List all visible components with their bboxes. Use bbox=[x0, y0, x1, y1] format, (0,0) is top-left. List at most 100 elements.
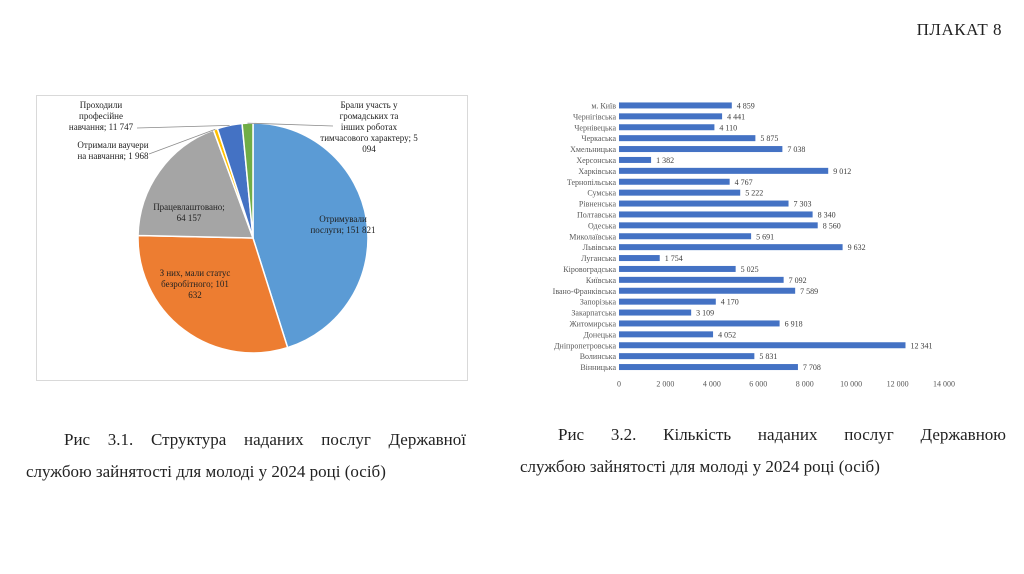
bar bbox=[619, 156, 652, 163]
pie-slice-label: Проходили професійне навчання; 11 747 bbox=[69, 100, 134, 132]
pie-slice bbox=[137, 234, 289, 354]
bar bbox=[619, 342, 906, 349]
pie-slice-label: Брали участь у громадських та інших робота… bbox=[320, 100, 418, 154]
x-tick-label: 8 000 bbox=[796, 380, 814, 389]
bar-value-label: 1 382 bbox=[656, 156, 674, 165]
pie-slice-label: Отримали ваучери на навчання; 1 968 bbox=[77, 140, 149, 161]
bar-value-label: 8 340 bbox=[818, 210, 836, 219]
bar-value-label: 5 691 bbox=[756, 232, 774, 241]
pie-slice bbox=[252, 122, 369, 349]
bar-category-label: Чернівецька bbox=[574, 123, 616, 132]
bar-category-label: Полтавська bbox=[577, 210, 617, 219]
bar-value-label: 7 589 bbox=[800, 287, 818, 296]
bar-value-label: 9 632 bbox=[848, 243, 866, 252]
bar-value-label: 5 222 bbox=[745, 189, 763, 198]
bar-value-label: 6 918 bbox=[785, 319, 803, 328]
bar bbox=[619, 102, 732, 109]
bar bbox=[619, 320, 780, 327]
x-tick-label: 0 bbox=[617, 380, 621, 389]
bar-value-label: 5 025 bbox=[741, 265, 759, 274]
bar bbox=[619, 233, 752, 240]
bar bbox=[619, 146, 783, 153]
bar-category-label: Миколаївська bbox=[569, 232, 616, 241]
bar-category-label: Івано-Франківська bbox=[553, 287, 617, 296]
x-tick-label: 12 000 bbox=[887, 380, 909, 389]
x-tick-label: 2 000 bbox=[656, 380, 674, 389]
pie-slice-label: Отримували послуги; 151 821 bbox=[310, 214, 375, 235]
bar bbox=[619, 287, 796, 294]
x-tick-label: 4 000 bbox=[703, 380, 721, 389]
bar-category-label: Житомирська bbox=[569, 319, 616, 328]
bar-category-label: Дніпропетровська bbox=[554, 341, 616, 350]
bar-value-label: 3 109 bbox=[696, 309, 714, 318]
pie-leader-line bbox=[247, 122, 334, 127]
bar-category-label: Вінницька bbox=[580, 363, 616, 372]
caption-left-line1: Рис 3.1. Структура наданих послуг Держав… bbox=[64, 430, 466, 449]
bar-value-label: 7 038 bbox=[787, 145, 805, 154]
bar bbox=[619, 222, 818, 229]
bar bbox=[619, 178, 730, 185]
figure-caption-right: Рис 3.2. Кількість наданих послуг Держав… bbox=[520, 419, 1006, 483]
bar bbox=[619, 276, 784, 283]
bar-value-label: 12 341 bbox=[910, 341, 932, 350]
caption-left-line2: службою зайнятості для молоді у 2024 роц… bbox=[26, 462, 386, 481]
bar-category-label: Чернігівська bbox=[573, 112, 616, 121]
bar-category-label: Кіровоградська bbox=[563, 265, 616, 274]
pie-slice bbox=[137, 129, 255, 239]
bar bbox=[619, 124, 715, 131]
x-tick-label: 10 000 bbox=[840, 380, 862, 389]
bar-value-label: 7 092 bbox=[789, 276, 807, 285]
bar-value-label: 7 303 bbox=[794, 200, 812, 209]
bar-value-label: 4 110 bbox=[719, 123, 737, 132]
bar-value-label: 4 170 bbox=[721, 298, 739, 307]
bar-value-label: 9 012 bbox=[833, 167, 851, 176]
bar-chart: м. Київ 4 859 Чернігівська 4 441 Чернівецька… bbox=[553, 101, 955, 389]
bar bbox=[619, 309, 692, 316]
caption-right-line1: Рис 3.2. Кількість наданих послуг Держав… bbox=[558, 425, 1006, 444]
bar-category-label: Одеська bbox=[588, 221, 616, 230]
bar-category-label: м. Київ bbox=[591, 101, 616, 110]
bar bbox=[619, 364, 798, 371]
bar bbox=[619, 244, 843, 251]
bar-chart-area: м. Київ 4 859 Чернігівська 4 441 Чернівецька… bbox=[500, 95, 1000, 395]
bar-category-label: Луганська bbox=[581, 254, 616, 263]
bar-category-label: Сумська bbox=[587, 189, 616, 198]
bar bbox=[619, 331, 714, 338]
pie-chart: Отримували послуги; 151 821 З них, мали ст… bbox=[69, 100, 418, 354]
bar-category-label: Рівненська bbox=[579, 200, 617, 209]
bar bbox=[619, 113, 723, 120]
bar-category-label: Херсонська bbox=[576, 156, 616, 165]
bar bbox=[619, 200, 789, 207]
bar-category-label: Черкаська bbox=[581, 134, 616, 143]
bar bbox=[619, 167, 829, 174]
pie-slice-label: Працевлаштовано; 64 157 bbox=[153, 202, 225, 223]
figure-caption-left: Рис 3.1. Структура наданих послуг Держав… bbox=[26, 424, 466, 488]
bar bbox=[619, 189, 741, 196]
bar-category-label: Львівська bbox=[583, 243, 617, 252]
bar-value-label: 5 875 bbox=[760, 134, 778, 143]
caption-right-line2: службою зайнятості для молоді у 2024 роц… bbox=[520, 457, 880, 476]
bar-value-label: 4 441 bbox=[727, 112, 745, 121]
bar bbox=[619, 298, 716, 305]
bar-category-label: Закарпатська bbox=[571, 309, 616, 318]
pie-leader-line bbox=[136, 125, 230, 129]
bar bbox=[619, 353, 755, 360]
bar-value-label: 1 754 bbox=[665, 254, 683, 263]
pie-chart-frame: Отримували послуги; 151 821 З них, мали ст… bbox=[36, 95, 468, 381]
bar-category-label: Донецька bbox=[583, 330, 616, 339]
bar bbox=[619, 135, 756, 142]
bar bbox=[619, 211, 813, 218]
bar bbox=[619, 265, 736, 272]
bar-category-label: Волинська bbox=[580, 352, 617, 361]
bar-category-label: Запорізька bbox=[580, 298, 617, 307]
x-tick-label: 6 000 bbox=[749, 380, 767, 389]
x-tick-label: 14 000 bbox=[933, 380, 955, 389]
bar-value-label: 5 831 bbox=[759, 352, 777, 361]
bar-value-label: 4 767 bbox=[735, 178, 753, 187]
bar-category-label: Київська bbox=[586, 276, 617, 285]
poster-label: ПЛАКАТ 8 bbox=[916, 20, 1002, 39]
bar-category-label: Хмельницька bbox=[570, 145, 616, 154]
bar-value-label: 4 052 bbox=[718, 330, 736, 339]
bar-value-label: 8 560 bbox=[823, 221, 841, 230]
pie-slice-label: З них, мали статус безробітного; 101 632 bbox=[160, 268, 231, 300]
